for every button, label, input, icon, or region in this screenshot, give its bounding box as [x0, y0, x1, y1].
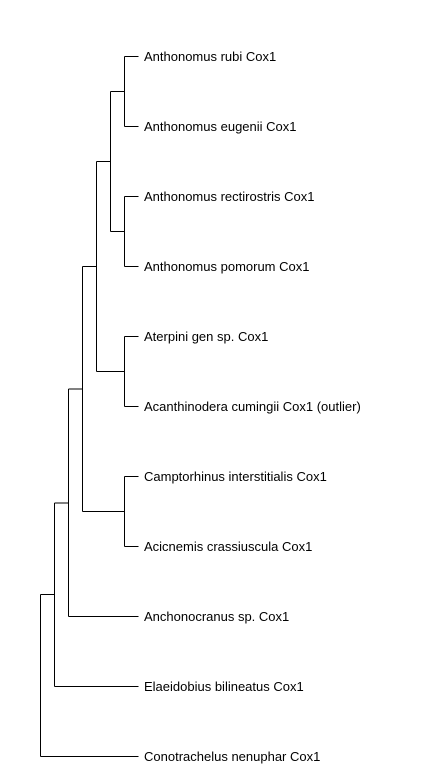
tip-label-elaeidobius-bilineatus: Elaeidobius bilineatus Cox1: [144, 679, 304, 694]
tip-label-anthonomus-pomorum: Anthonomus pomorum Cox1: [144, 259, 309, 274]
tip-label-anthonomus-rubi: Anthonomus rubi Cox1: [144, 49, 276, 64]
tip-label-anchonocranus-sp: Anchonocranus sp. Cox1: [144, 609, 289, 624]
tip-label-conotrachelus-nenuphar: Conotrachelus nenuphar Cox1: [144, 749, 320, 764]
tip-label-acanthinodera-cumingii: Acanthinodera cumingii Cox1 (outlier): [144, 399, 361, 414]
tip-label-anthonomus-rectirostris: Anthonomus rectirostris Cox1: [144, 189, 315, 204]
tip-label-anthonomus-eugenii: Anthonomus eugenii Cox1: [144, 119, 297, 134]
tip-label-aterpini-gen-sp: Aterpini gen sp. Cox1: [144, 329, 268, 344]
tip-labels: Anthonomus rubi Cox1 Anthonomus eugenii …: [144, 49, 361, 764]
tree-branches: [40, 56, 139, 757]
tip-label-camptorhinus-interstitialis: Camptorhinus interstitialis Cox1: [144, 469, 327, 484]
tip-label-acicnemis-crassiuscula: Acicnemis crassiuscula Cox1: [144, 539, 312, 554]
